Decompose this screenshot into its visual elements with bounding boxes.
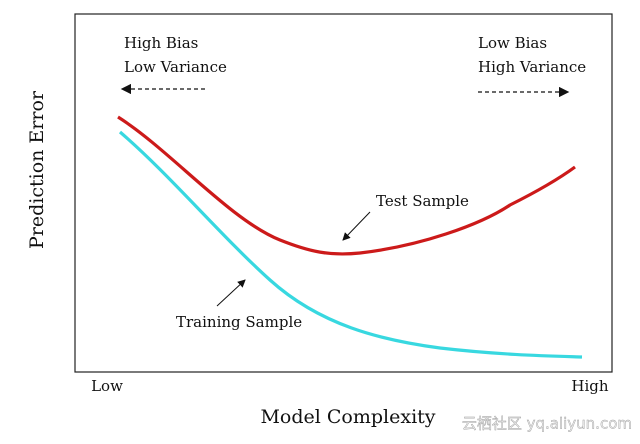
test-curve <box>117 115 576 256</box>
x-low-label: Low <box>91 377 123 395</box>
frame <box>74 13 613 373</box>
x-axis-label: Model Complexity <box>260 406 435 428</box>
annotation: Training Sample <box>176 313 302 331</box>
annotation: Low Variance <box>124 58 227 76</box>
y-axis-label: Prediction Error <box>26 90 48 249</box>
annotation: Test Sample <box>376 192 469 210</box>
arrow <box>342 211 371 241</box>
arrow <box>216 279 246 307</box>
annotation: High Bias <box>124 34 198 52</box>
annotation: High Variance <box>478 58 586 76</box>
x-high-label: High <box>571 377 608 395</box>
watermark: 云栖社区 yq.aliyun.com <box>462 415 632 433</box>
annotation: Low Bias <box>478 34 547 52</box>
training-curve <box>118 130 583 359</box>
